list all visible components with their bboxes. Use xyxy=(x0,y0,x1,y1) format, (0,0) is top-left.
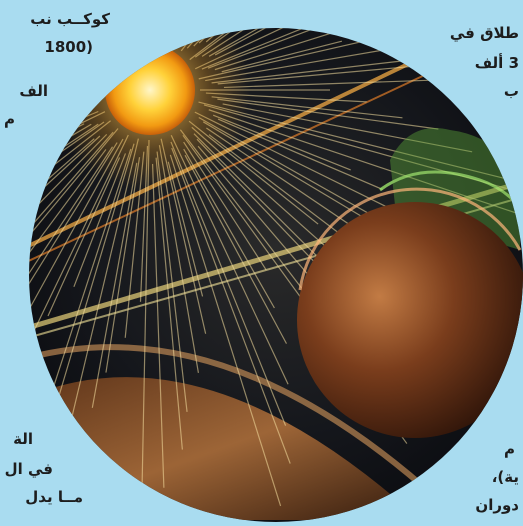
solar-ray xyxy=(207,28,510,69)
fragment-top-right-3: ب xyxy=(503,82,519,100)
solar-ray xyxy=(201,28,472,70)
solar-ray xyxy=(29,85,101,91)
solar-ray xyxy=(164,28,254,37)
solar-ray xyxy=(169,154,282,507)
solar-ray xyxy=(65,138,139,441)
solar-ray xyxy=(29,146,114,421)
solar-ray xyxy=(107,28,143,29)
solar-ray xyxy=(198,101,505,179)
solar-ray xyxy=(164,0,209,17)
solar-ray xyxy=(222,103,473,153)
solar-ray xyxy=(159,0,187,23)
fragment-bottom-left-1: الة xyxy=(13,430,33,448)
fragment-top-right-1: طلاق في xyxy=(449,24,519,42)
solar-ray xyxy=(29,138,95,326)
solar-ray xyxy=(169,28,286,32)
solar-ray xyxy=(29,120,111,334)
solar-ray xyxy=(171,147,291,464)
solar-ray xyxy=(156,28,177,29)
solar-ray xyxy=(208,109,523,231)
solar-ray xyxy=(29,138,124,373)
fragment-top-left-3: الف xyxy=(19,82,48,100)
solar-ray xyxy=(47,157,121,317)
solar-ray xyxy=(91,162,138,408)
planet-icon xyxy=(297,202,523,438)
solar-ray xyxy=(29,149,107,439)
fragment-top-left-4: م xyxy=(4,110,15,128)
solar-ray xyxy=(184,154,288,344)
solar-ray xyxy=(29,135,101,308)
fragment-bottom-right-3: دوران xyxy=(475,496,519,514)
solar-ray xyxy=(105,28,142,35)
solar-ray xyxy=(105,157,141,373)
solar-ray xyxy=(175,0,224,27)
sun-icon xyxy=(105,45,195,135)
solar-ray xyxy=(179,0,243,22)
solar-ray xyxy=(170,141,287,426)
solar-ray xyxy=(152,28,162,35)
solar-ray xyxy=(151,163,165,488)
solar-ray xyxy=(214,28,391,56)
fragment-top-left-1: كوكــب نب xyxy=(30,10,110,28)
solar-ray xyxy=(140,139,150,522)
fragment-top-right-2: 3 ألف xyxy=(474,54,519,72)
solar-ray xyxy=(217,118,383,190)
solar-ray xyxy=(122,0,145,22)
solar-ray xyxy=(194,28,406,32)
solar-ray xyxy=(140,0,148,16)
solar-ray xyxy=(156,151,188,412)
fragment-bottom-right-1: م xyxy=(504,440,515,458)
solar-ray xyxy=(214,28,523,71)
fragment-top-left-2: (1800 xyxy=(44,38,93,56)
solar-ray xyxy=(155,157,183,450)
solar-ray xyxy=(217,98,439,130)
solar-ray xyxy=(29,142,118,395)
fragment-bottom-right-2: ية)، xyxy=(491,468,519,486)
fragment-bottom-left-3: مــا يدل xyxy=(25,488,83,506)
fragment-bottom-left-2: في ال xyxy=(4,460,53,478)
